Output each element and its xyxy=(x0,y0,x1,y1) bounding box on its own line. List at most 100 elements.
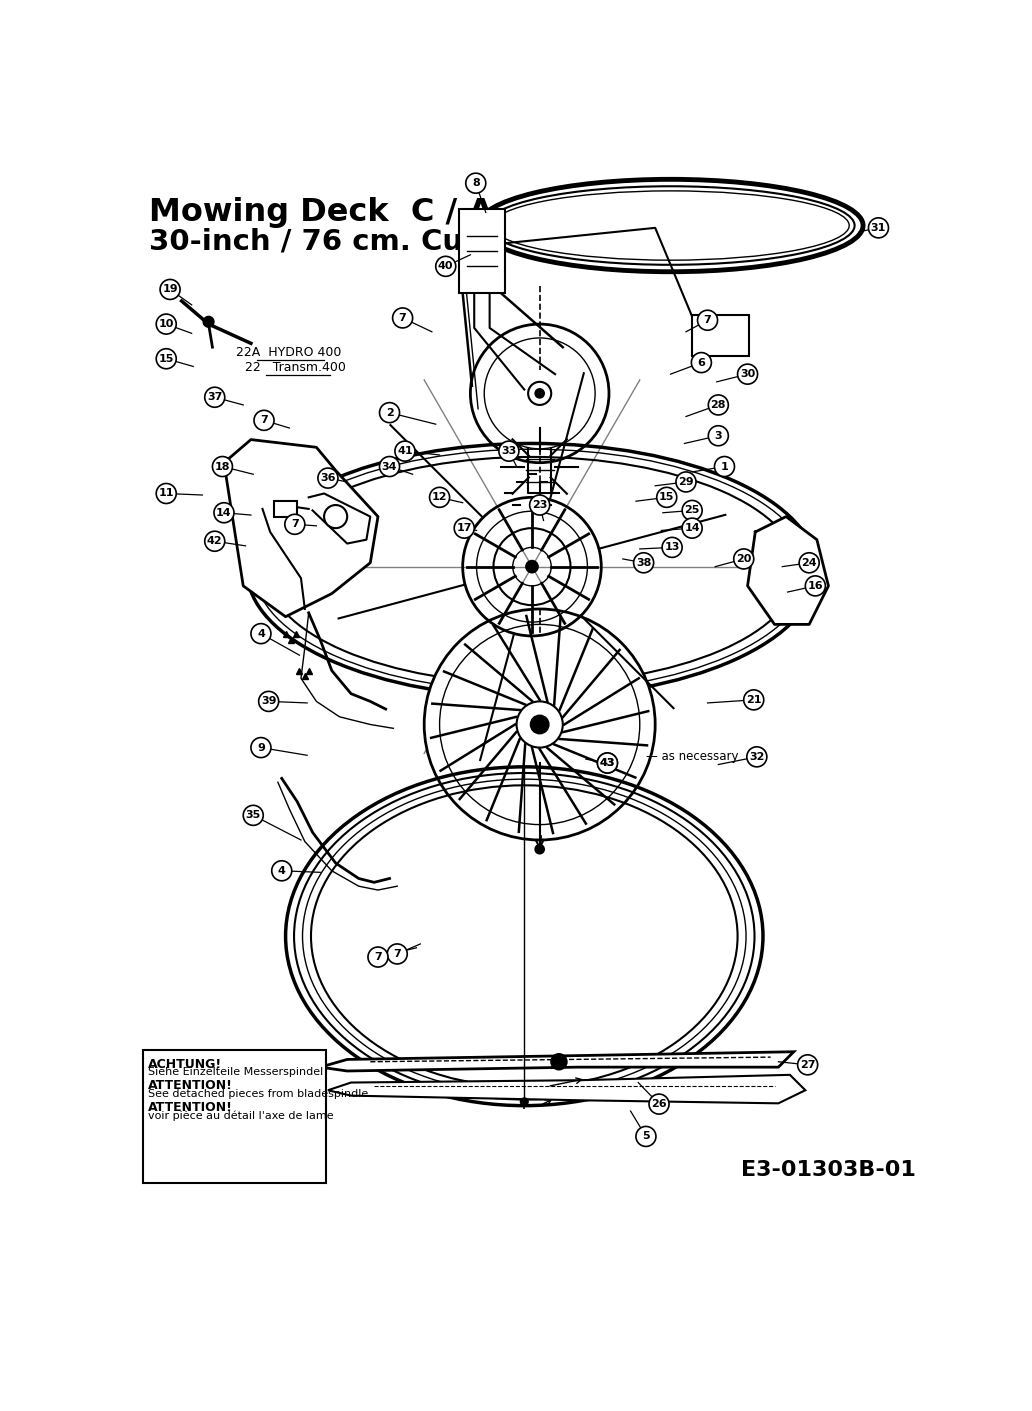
Circle shape xyxy=(734,549,753,569)
Circle shape xyxy=(271,861,292,880)
Bar xyxy=(459,209,505,293)
Circle shape xyxy=(663,538,682,557)
Text: ATTENTION!: ATTENTION! xyxy=(148,1079,232,1092)
Text: 14: 14 xyxy=(216,508,232,518)
Circle shape xyxy=(636,1126,656,1147)
Circle shape xyxy=(156,349,176,368)
Text: ACHTUNG!: ACHTUNG! xyxy=(148,1058,222,1071)
Circle shape xyxy=(634,553,653,573)
Circle shape xyxy=(156,315,176,334)
Text: 9: 9 xyxy=(257,742,265,752)
Text: 14: 14 xyxy=(684,523,700,533)
Text: 23: 23 xyxy=(531,499,547,509)
Circle shape xyxy=(598,753,617,773)
Circle shape xyxy=(529,495,550,515)
Text: See detached pieces from bladespindle: See detached pieces from bladespindle xyxy=(148,1089,368,1099)
Polygon shape xyxy=(747,516,829,625)
Text: 2: 2 xyxy=(386,408,393,418)
Bar xyxy=(143,1050,326,1182)
Text: 30-inch / 76 cm. Cut: 30-inch / 76 cm. Cut xyxy=(149,227,477,255)
Circle shape xyxy=(254,411,275,430)
Circle shape xyxy=(528,382,551,405)
Text: 7: 7 xyxy=(375,952,382,962)
Circle shape xyxy=(251,738,271,758)
Circle shape xyxy=(526,560,538,573)
Text: 12: 12 xyxy=(431,492,447,502)
Text: — as necessary: — as necessary xyxy=(646,751,739,763)
Text: 19: 19 xyxy=(162,285,178,295)
Text: 32: 32 xyxy=(749,752,765,762)
Text: 7: 7 xyxy=(398,313,407,323)
Circle shape xyxy=(714,457,735,477)
Circle shape xyxy=(454,518,475,538)
Circle shape xyxy=(251,624,271,643)
Polygon shape xyxy=(320,1051,794,1071)
Text: 31: 31 xyxy=(871,223,886,233)
Circle shape xyxy=(160,279,181,299)
Circle shape xyxy=(318,468,337,488)
Text: voir pièce au détail l'axe de lame: voir pièce au détail l'axe de lame xyxy=(148,1110,333,1120)
Text: 43: 43 xyxy=(600,758,615,768)
Text: 25: 25 xyxy=(684,505,700,515)
Circle shape xyxy=(676,471,696,492)
Circle shape xyxy=(436,257,456,277)
Circle shape xyxy=(551,1054,567,1070)
Circle shape xyxy=(535,389,544,398)
Circle shape xyxy=(380,402,399,423)
Text: 33: 33 xyxy=(502,446,516,456)
Text: 7: 7 xyxy=(291,519,298,529)
Text: 40: 40 xyxy=(438,261,453,271)
Text: 10: 10 xyxy=(159,319,174,329)
Text: 26: 26 xyxy=(651,1099,667,1109)
FancyBboxPatch shape xyxy=(692,315,749,357)
Text: 43: 43 xyxy=(600,758,615,768)
Circle shape xyxy=(285,514,304,535)
Circle shape xyxy=(530,715,549,734)
Circle shape xyxy=(214,502,234,522)
Text: 36: 36 xyxy=(320,473,335,483)
Circle shape xyxy=(465,174,486,193)
Text: 38: 38 xyxy=(636,557,651,567)
Circle shape xyxy=(747,746,767,766)
Text: 34: 34 xyxy=(382,461,397,471)
Text: Siehe Einzelteile Messerspindel: Siehe Einzelteile Messerspindel xyxy=(148,1067,323,1077)
Circle shape xyxy=(203,316,214,327)
Text: 21: 21 xyxy=(746,694,762,706)
Bar xyxy=(275,501,297,516)
Circle shape xyxy=(368,947,388,967)
Circle shape xyxy=(244,806,263,825)
Text: 7: 7 xyxy=(260,415,268,425)
Circle shape xyxy=(387,944,408,964)
Text: 29: 29 xyxy=(678,477,694,487)
Circle shape xyxy=(204,387,225,408)
Circle shape xyxy=(395,442,415,461)
Circle shape xyxy=(649,1094,669,1115)
Text: 28: 28 xyxy=(711,399,727,411)
Text: 18: 18 xyxy=(215,461,230,471)
Circle shape xyxy=(520,1098,528,1106)
Text: 22   Transm.400: 22 Transm.400 xyxy=(245,361,346,374)
Text: 41: 41 xyxy=(397,446,413,456)
Circle shape xyxy=(213,457,232,477)
Text: 4: 4 xyxy=(278,866,286,876)
Text: 35: 35 xyxy=(246,810,261,820)
Text: 3: 3 xyxy=(714,430,722,440)
Circle shape xyxy=(799,553,819,573)
Circle shape xyxy=(204,531,225,552)
Circle shape xyxy=(156,484,176,504)
Circle shape xyxy=(869,217,889,238)
Circle shape xyxy=(708,395,729,415)
Circle shape xyxy=(424,610,655,840)
Circle shape xyxy=(691,353,711,373)
Text: 8: 8 xyxy=(472,178,480,188)
Circle shape xyxy=(805,576,826,595)
Text: 15: 15 xyxy=(159,354,174,364)
Circle shape xyxy=(498,442,519,461)
Circle shape xyxy=(598,753,617,773)
Text: 1: 1 xyxy=(720,461,729,471)
Polygon shape xyxy=(328,1075,805,1103)
Circle shape xyxy=(708,426,729,446)
Text: 17: 17 xyxy=(456,523,472,533)
Circle shape xyxy=(429,487,450,508)
Text: 11: 11 xyxy=(159,488,174,498)
